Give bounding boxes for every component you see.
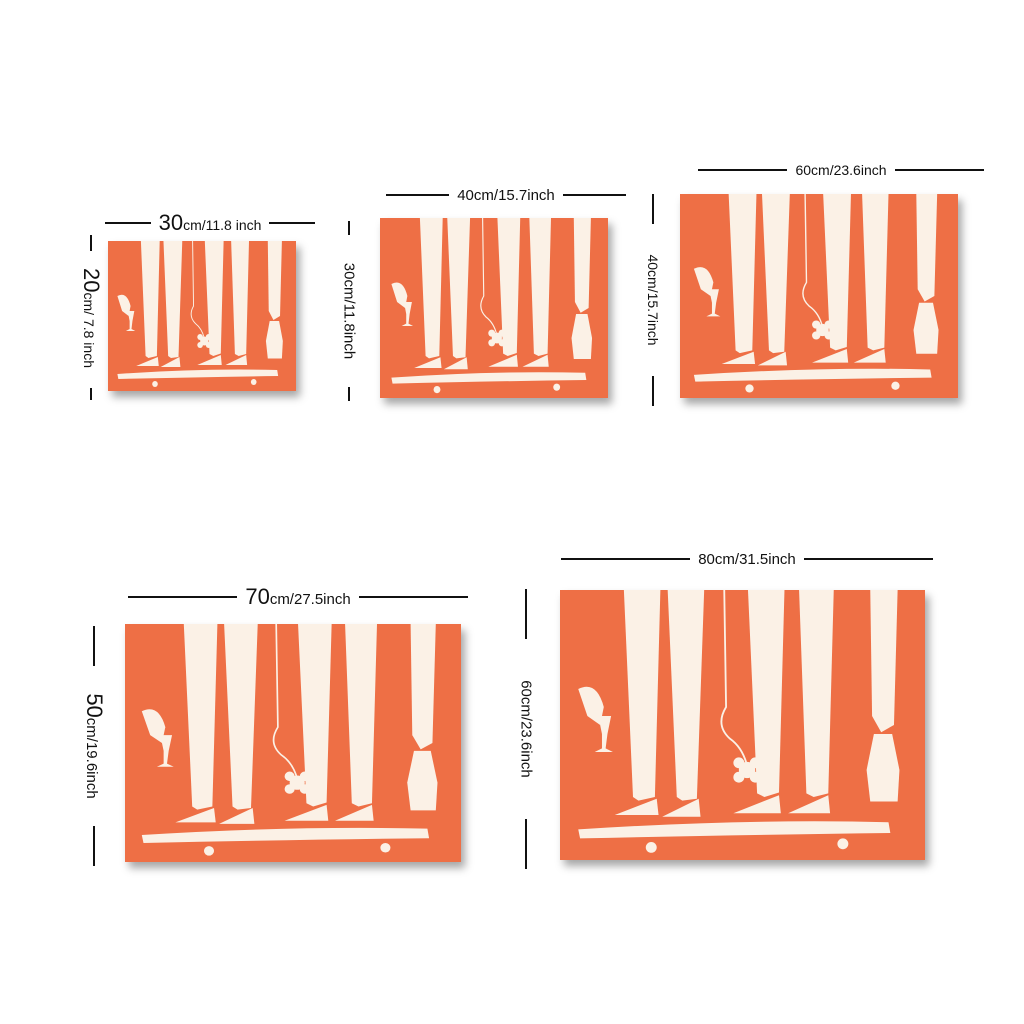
figures-silhouette [578, 590, 900, 853]
height-label: 30cm/11.8inch [340, 262, 358, 360]
width-number: 70 [245, 584, 270, 609]
canvas-print [560, 590, 925, 860]
figures-silhouette [117, 241, 283, 387]
height-unit: cm/19.6inch [83, 717, 100, 799]
height-dimension: 40cm/15.7inch [642, 194, 664, 406]
width-dimension: 70cm/27.5inch [128, 584, 469, 610]
width-dimension: 60cm/23.6inch [698, 158, 984, 182]
width-label: 40cm/15.7inch [457, 186, 555, 204]
artwork-illustration [680, 194, 958, 398]
width-dimension: 30cm/11.8 inch [105, 210, 316, 235]
width-unit: cm/11.8 inch [183, 217, 262, 233]
height-dimension: 60cm/23.6inch [515, 589, 537, 869]
artwork-illustration [560, 590, 925, 860]
artwork-illustration [125, 624, 461, 862]
canvas-print [380, 218, 608, 398]
canvas-print [125, 624, 461, 862]
size-preview-30x20: 30cm/11.8 inch 20cm/ 7.8 inch [79, 205, 320, 405]
height-number: 50 [82, 693, 107, 718]
width-label: 60cm/23.6inch [795, 162, 887, 178]
width-dimension: 40cm/15.7inch [386, 183, 626, 207]
size-preview-80x60: 80cm/31.5inch 60cm/23.6inch [515, 545, 940, 875]
width-label: 80cm/31.5inch [698, 550, 796, 568]
figures-silhouette [693, 194, 939, 393]
figures-silhouette [391, 218, 593, 394]
artwork-illustration [108, 241, 296, 391]
artwork-illustration [380, 218, 608, 398]
canvas-print [680, 194, 958, 398]
width-unit: cm/27.5inch [269, 591, 351, 608]
height-unit: cm/ 7.8 inch [81, 292, 97, 368]
canvas-print [108, 241, 296, 391]
width-dimension: 80cm/31.5inch [561, 547, 933, 571]
height-label: 60cm/23.6inch [517, 680, 535, 778]
figures-silhouette [141, 624, 438, 856]
size-preview-70x50: 70cm/27.5inch 50cm/19.6inch [80, 582, 470, 872]
width-number: 30 [158, 210, 184, 235]
height-label: 40cm/15.7inch [645, 254, 661, 346]
size-preview-60x40: 60cm/23.6inch 40cm/15.7inch [642, 158, 987, 406]
height-dimension: 50cm/19.6inch [82, 626, 107, 866]
height-dimension: 30cm/11.8inch [338, 221, 360, 401]
size-preview-40x30: 40cm/15.7inch 30cm/11.8inch [338, 183, 628, 403]
height-dimension: 20cm/ 7.8 inch [79, 235, 104, 400]
height-number: 20 [79, 267, 104, 292]
